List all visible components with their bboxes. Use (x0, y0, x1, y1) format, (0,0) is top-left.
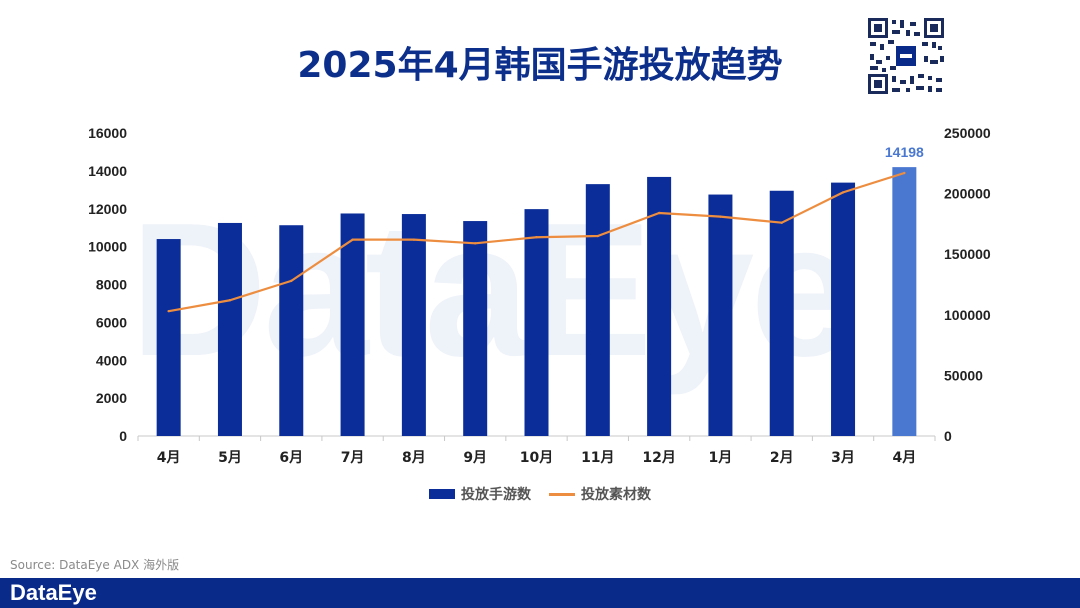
y-left-tick-label: 14000 (88, 163, 127, 179)
bar (279, 225, 304, 436)
x-tick-label: 9月 (463, 450, 487, 466)
x-tick-label: 11月 (581, 450, 614, 466)
y-left-tick-label: 0 (119, 428, 127, 444)
footer-logo: DataEye (10, 580, 97, 605)
line-point (228, 299, 232, 302)
y-right-tick-label: 250000 (944, 125, 991, 141)
line-point (290, 279, 293, 283)
x-tick-label: 8月 (402, 450, 426, 466)
legend-label-line: 投放素材数 (581, 487, 651, 503)
bar (708, 194, 733, 436)
y-right-tick-label: 50000 (944, 367, 983, 383)
bar (585, 184, 610, 436)
line-point (351, 238, 354, 241)
bar (340, 213, 365, 436)
line-point (535, 236, 538, 239)
x-tick-label: 4月 (892, 450, 916, 466)
footer-bar: DataEye (0, 578, 1080, 608)
bar (217, 222, 242, 436)
line-point (412, 238, 416, 241)
chart-title: 2025年4月韩国手游投放趋势 (297, 45, 783, 86)
combo-chart: 0 2000 4000 6000 8000 10000 12000 14000 16000 0 50… (88, 125, 991, 466)
legend-swatch-line (549, 492, 575, 496)
bar (401, 214, 426, 436)
bar (831, 182, 856, 436)
x-tick-label: 5月 (218, 450, 242, 466)
x-tick-label: 2月 (770, 450, 794, 466)
legend-label-bars: 投放手游数 (461, 487, 531, 503)
source-note: Source: DataEye ADX 海外版 (10, 558, 180, 572)
chart-legend: 投放手游数 投放素材数 (0, 484, 1080, 504)
line-point (903, 171, 906, 175)
y-left-tick-label: 10000 (88, 239, 127, 255)
legend-item-bars: 投放手游数 (429, 484, 531, 504)
line-point (719, 215, 722, 218)
qr-code-icon (866, 16, 946, 96)
x-tick-label: 12月 (642, 450, 675, 466)
bar (769, 190, 794, 436)
x-tick-label: 4月 (157, 450, 181, 466)
y-right-tick-label: 100000 (944, 307, 991, 323)
line-point (841, 191, 845, 194)
legend-item-line: 投放素材数 (549, 484, 651, 504)
y-right-tick-label: 150000 (944, 246, 991, 262)
line-point (167, 309, 170, 313)
x-tick-label: 7月 (341, 450, 365, 466)
y-right-tick-label: 0 (944, 428, 952, 444)
y-left-tick-label: 2000 (96, 390, 127, 406)
y-left-tick-label: 6000 (96, 314, 127, 330)
y-left-tick-label: 8000 (96, 277, 127, 293)
y-right-tick-label: 200000 (944, 186, 991, 202)
bar (524, 209, 549, 436)
watermark: DataEye (130, 184, 856, 396)
line-point (473, 242, 477, 245)
line-point (780, 221, 783, 224)
x-tick-label: 3月 (831, 450, 855, 466)
line-point (596, 234, 600, 238)
data-label: 14198 (885, 144, 924, 160)
legend-swatch-bar (429, 489, 455, 499)
line-point (657, 211, 661, 215)
bar (463, 221, 488, 436)
x-tick-label: 1月 (709, 450, 733, 466)
x-tick-label: 10月 (520, 450, 553, 466)
bar (156, 239, 181, 436)
y-left-tick-label: 12000 (88, 201, 127, 217)
bar (647, 176, 672, 436)
y-left-tick-label: 4000 (96, 352, 127, 368)
y-left-tick-label: 16000 (88, 125, 127, 141)
bar (892, 167, 917, 437)
x-tick-label: 6月 (279, 450, 303, 466)
